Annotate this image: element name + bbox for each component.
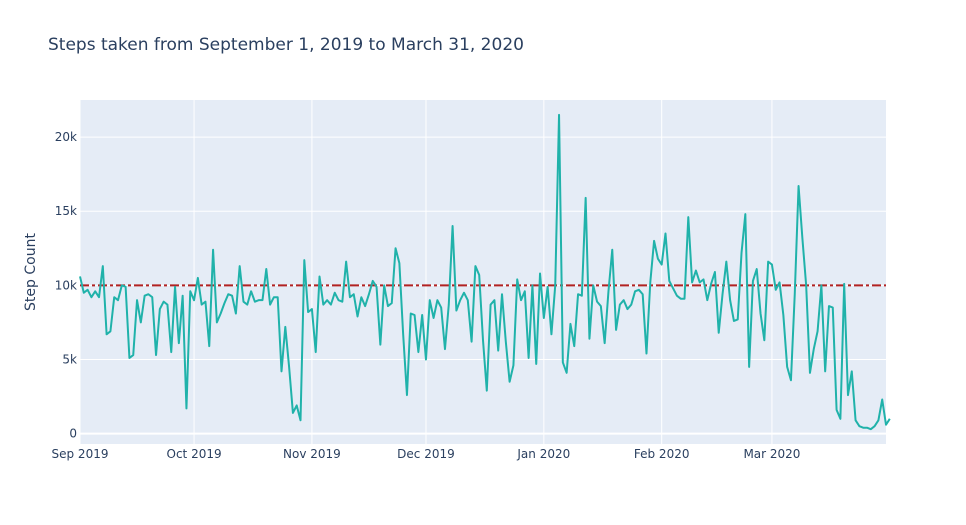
chart-title: Steps taken from September 1, 2019 to Ma…	[48, 35, 524, 55]
series-lines	[79, 113, 891, 431]
x-tick-label: Jan 2020	[516, 447, 570, 461]
y-tick-label: 10k	[55, 278, 77, 292]
y-tick-label: 0	[69, 427, 77, 441]
plot-area	[80, 100, 886, 444]
x-tick-label: Dec 2019	[397, 447, 455, 461]
x-tick-label: Nov 2019	[283, 447, 341, 461]
x-tick-label: Sep 2019	[52, 447, 109, 461]
x-tick-label: Feb 2020	[634, 447, 690, 461]
tick-labels: Sep 2019 Oct 2019 Nov 2019 Dec 2019 Jan 2020…	[52, 130, 801, 461]
x-tick-label: Oct 2019	[167, 447, 222, 461]
x-tick-label: Mar 2020	[743, 447, 800, 461]
y-axis-label: Step Count	[23, 233, 39, 311]
step-count-line	[79, 113, 891, 431]
y-tick-label: 5k	[62, 352, 77, 366]
y-tick-label: 15k	[55, 204, 77, 218]
y-tick-label: 20k	[55, 130, 77, 144]
